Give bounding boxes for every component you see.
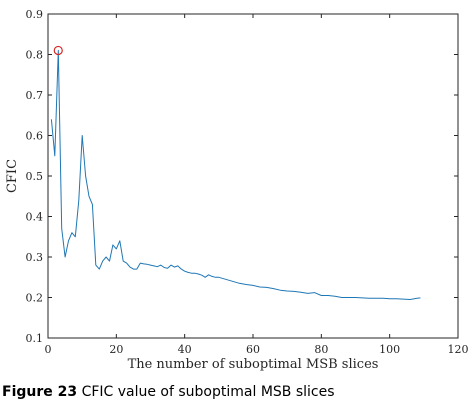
y-tick-label: 0.8 <box>26 49 44 62</box>
x-axis-label: The number of suboptimal MSB slices <box>128 357 379 372</box>
y-axis: 0.1 0.2 0.3 0.4 0.5 0.6 0.7 0.8 0.9 <box>26 8 458 345</box>
x-tick-label: 120 <box>448 343 469 356</box>
cfic-line-chart: 0 20 40 60 80 100 120 0.1 0.2 0.3 0.4 0.5 0.6 0.7 0.8… <box>5 8 469 372</box>
peak-marker <box>53 45 63 56</box>
y-tick-label: 0.5 <box>26 170 44 183</box>
x-tick-label: 100 <box>379 343 400 356</box>
y-tick-label: 0.7 <box>26 89 44 102</box>
x-tick-label: 0 <box>45 343 52 356</box>
y-tick-label: 0.1 <box>26 332 44 345</box>
figure-caption: Figure 23 CFIC value of suboptimal MSB s… <box>2 384 472 404</box>
caption-text: CFIC value of suboptimal MSB slices <box>81 384 335 400</box>
y-tick-label: 0.3 <box>26 251 44 264</box>
caption-figure-label: Figure 23 <box>2 384 78 400</box>
x-axis: 0 20 40 60 80 100 120 <box>45 14 469 356</box>
x-tick-label: 80 <box>314 343 328 356</box>
series-line-0 <box>50 49 421 300</box>
y-axis-label: CFIC <box>5 159 20 193</box>
y-tick-label: 0.2 <box>26 292 44 305</box>
x-tick-label: 60 <box>246 343 260 356</box>
y-tick-label: 0.9 <box>26 8 44 21</box>
y-tick-label: 0.4 <box>26 211 44 224</box>
series-layer <box>50 45 421 300</box>
x-tick-label: 20 <box>109 343 123 356</box>
x-tick-label: 40 <box>178 343 192 356</box>
y-tick-label: 0.6 <box>26 130 44 143</box>
